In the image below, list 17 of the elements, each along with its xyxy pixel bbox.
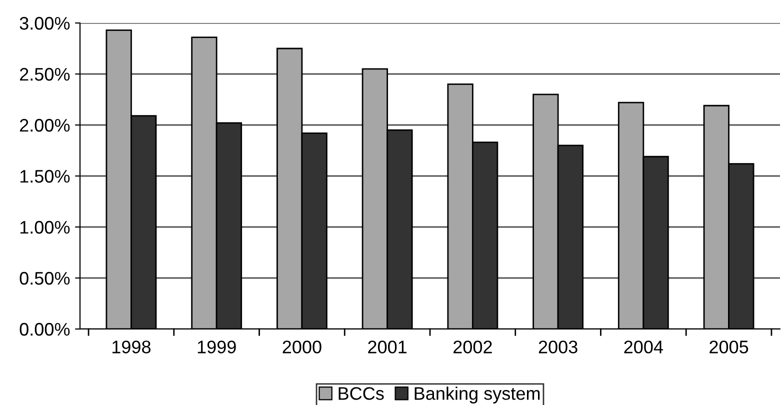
x-tick-label: 1999 — [198, 340, 236, 354]
x-tick-label: 2001 — [368, 340, 407, 354]
y-tick-label: 0.00% — [20, 322, 70, 336]
y-tick-label: 2.50% — [20, 68, 70, 81]
x-tick-label: 2002 — [454, 340, 492, 354]
x-tick-label: 2005 — [710, 340, 748, 354]
x-tick-label: 1998 — [112, 340, 151, 354]
x-tick-label: 2000 — [282, 340, 322, 354]
legend-label: BCCs — [338, 387, 384, 400]
y-tick-label: 1.00% — [20, 220, 70, 234]
legend-label: Banking system — [414, 386, 540, 404]
y-tick-label: 2.00% — [20, 118, 70, 132]
y-tick-label: 1.50% — [20, 170, 70, 183]
y-tick-label: 0.50% — [20, 272, 70, 285]
x-tick-label: 2003 — [538, 340, 578, 354]
y-tick-label: 3.00% — [20, 16, 70, 30]
x-tick-label: 2004 — [624, 340, 663, 354]
